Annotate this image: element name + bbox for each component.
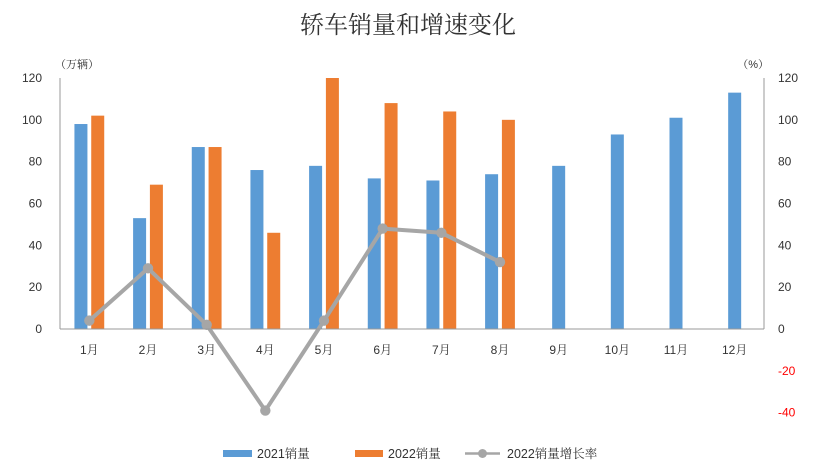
svg-text:40: 40 — [29, 238, 43, 252]
svg-text:100: 100 — [22, 113, 42, 127]
svg-text:4月: 4月 — [256, 343, 275, 357]
svg-text:（%）: （%） — [737, 58, 769, 71]
svg-text:-20: -20 — [778, 364, 796, 378]
svg-text:120: 120 — [22, 71, 42, 85]
svg-text:0: 0 — [778, 322, 785, 336]
svg-text:80: 80 — [778, 155, 792, 169]
svg-text:60: 60 — [29, 197, 43, 211]
svg-text:10月: 10月 — [605, 343, 630, 357]
svg-text:-40: -40 — [778, 406, 796, 420]
svg-text:20: 20 — [778, 280, 792, 294]
svg-text:7月: 7月 — [432, 343, 451, 357]
svg-text:2月: 2月 — [139, 343, 158, 357]
svg-text:轿车销量和增速变化: 轿车销量和增速变化 — [300, 12, 516, 39]
svg-text:8月: 8月 — [491, 343, 510, 357]
svg-text:1月: 1月 — [80, 343, 99, 357]
svg-text:2021销量: 2021销量 — [257, 446, 310, 461]
svg-text:3月: 3月 — [197, 343, 216, 357]
svg-text:9月: 9月 — [549, 343, 568, 357]
svg-text:20: 20 — [29, 280, 43, 294]
svg-text:11月: 11月 — [664, 343, 688, 357]
svg-text:60: 60 — [778, 197, 792, 211]
svg-text:120: 120 — [778, 71, 798, 85]
svg-text:2022销量增长率: 2022销量增长率 — [507, 446, 598, 461]
svg-text:5月: 5月 — [315, 343, 334, 357]
svg-text:2022销量: 2022销量 — [388, 446, 441, 461]
svg-text:40: 40 — [778, 238, 792, 252]
svg-text:6月: 6月 — [373, 343, 392, 357]
svg-text:（万辆）: （万辆） — [55, 58, 99, 71]
svg-text:0: 0 — [35, 322, 42, 336]
svg-text:100: 100 — [778, 113, 798, 127]
svg-text:80: 80 — [29, 155, 43, 169]
svg-text:12月: 12月 — [722, 343, 747, 357]
